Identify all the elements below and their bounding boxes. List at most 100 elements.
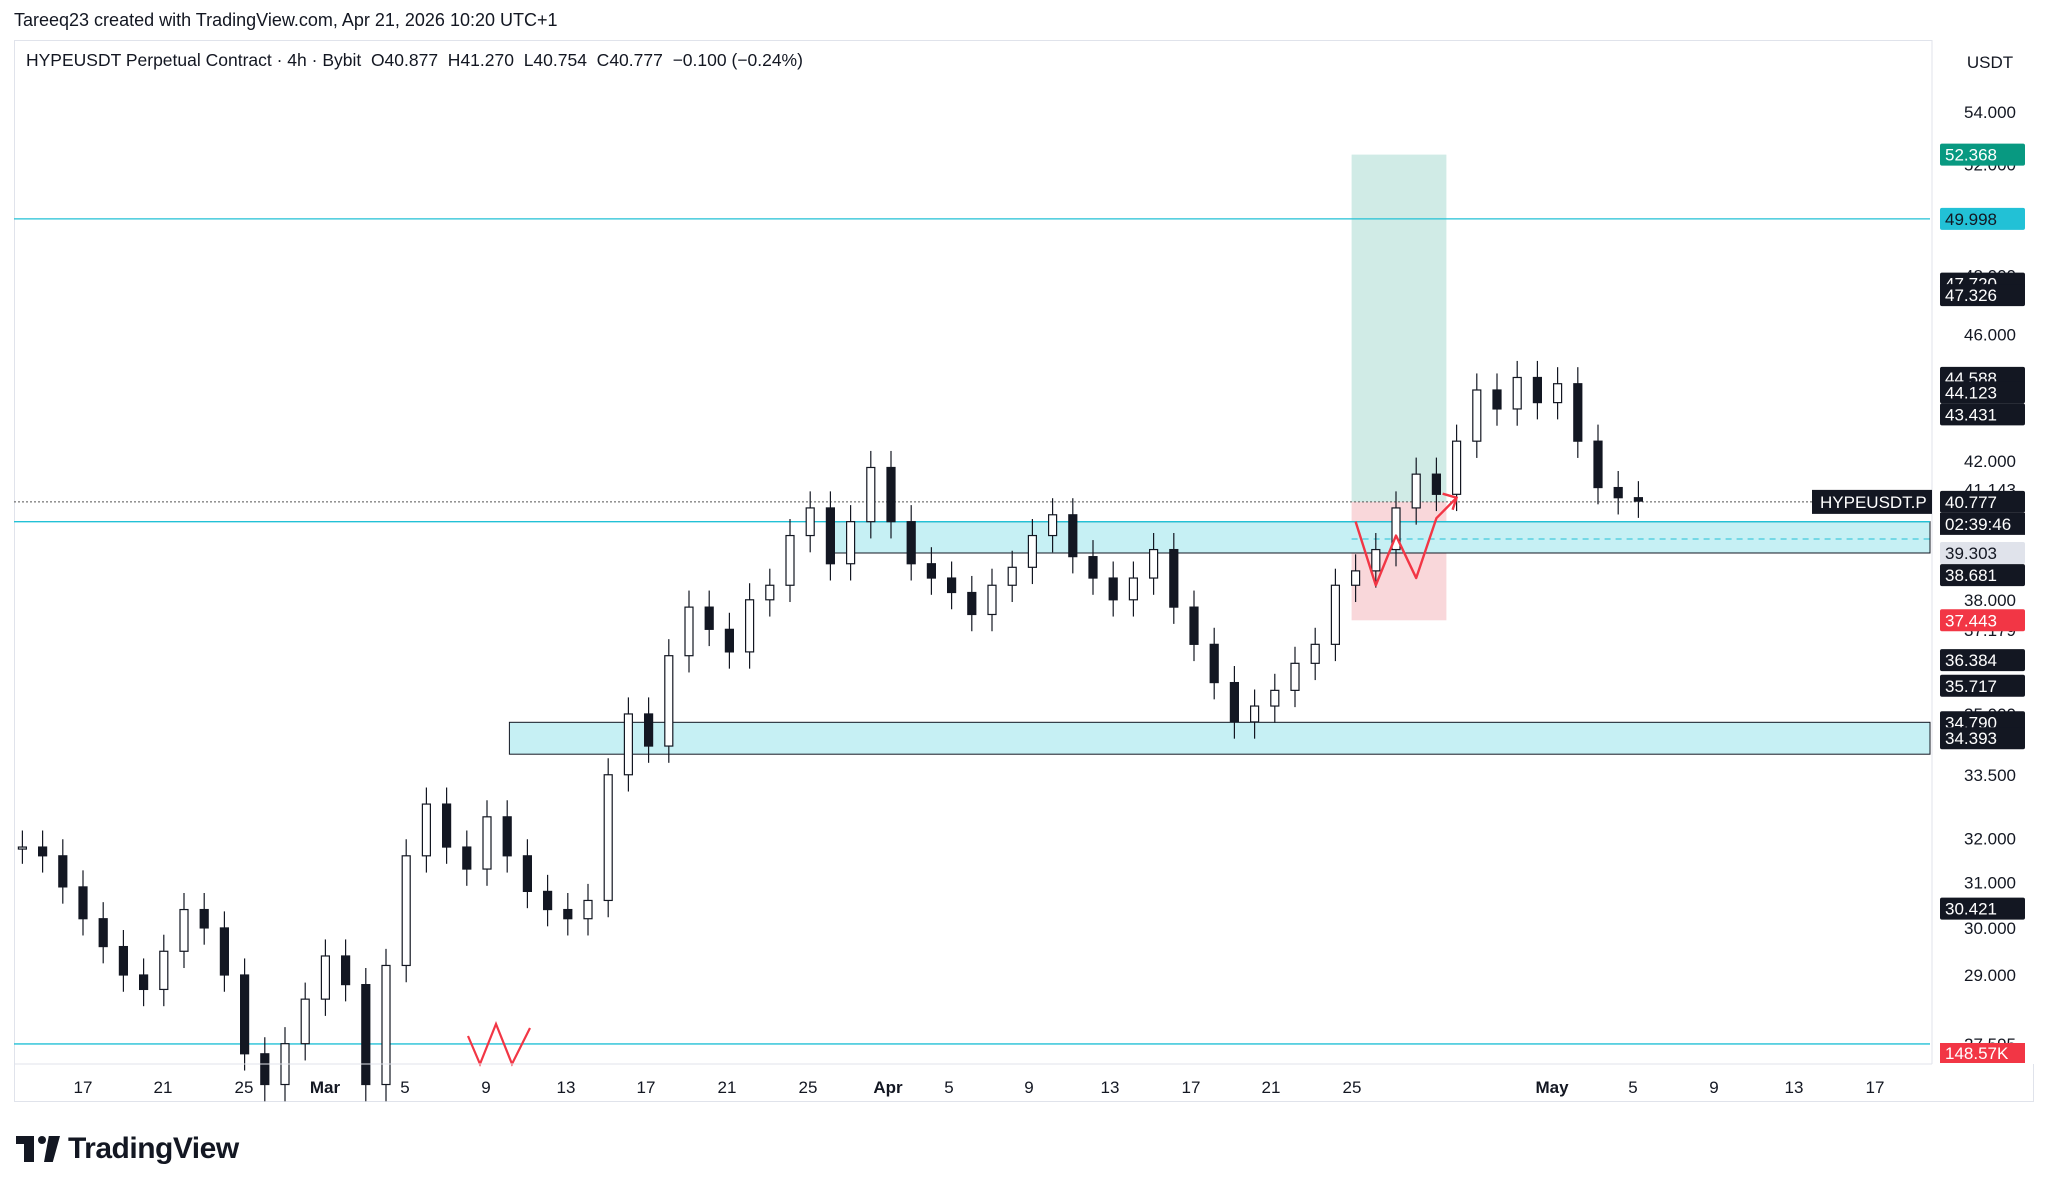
candle-body xyxy=(240,974,250,1055)
candle xyxy=(361,968,371,1102)
price-tag-label: 39.303 xyxy=(1945,544,1997,563)
candle-body xyxy=(1209,643,1219,684)
x-tick-label: 21 xyxy=(718,1078,737,1097)
x-tick-label: 9 xyxy=(1709,1078,1718,1097)
candle-body xyxy=(845,521,856,565)
symbol-tag xyxy=(1812,489,1932,514)
candle-body xyxy=(1068,514,1078,558)
y-tick-label: 42.000 xyxy=(1964,452,2016,471)
symbol-tag-label: HYPEUSDT.P xyxy=(1820,493,1927,512)
candle-body xyxy=(1249,705,1260,723)
candle-body xyxy=(1492,389,1502,410)
price-tag-label: 35.717 xyxy=(1945,677,1997,696)
candle xyxy=(462,830,472,886)
tradingview-brand[interactable]: TradingView xyxy=(16,1132,239,1166)
x-tick-label: 17 xyxy=(1866,1078,1885,1097)
candle-body xyxy=(1229,681,1240,723)
candle-body xyxy=(1169,548,1179,608)
candle xyxy=(37,830,48,873)
candle-body xyxy=(199,908,209,929)
x-tick-label: 25 xyxy=(1343,1078,1362,1097)
candle xyxy=(159,934,169,1007)
support-zone-upper[interactable] xyxy=(827,521,1931,554)
candle xyxy=(1310,627,1320,681)
candle-body xyxy=(1451,440,1462,495)
candle-body xyxy=(1391,507,1401,551)
symbol-legend: HYPEUSDT Perpetual Contract · 4h · Bybit… xyxy=(26,50,803,70)
y-tick-label: 46.000 xyxy=(1964,326,2016,345)
candle xyxy=(1128,561,1139,617)
candle-body xyxy=(1310,643,1320,664)
candle-body xyxy=(1532,376,1543,404)
x-tick-label: 21 xyxy=(1262,1078,1281,1097)
candle-body xyxy=(765,584,775,601)
candle xyxy=(522,839,533,909)
candle-body xyxy=(825,507,836,565)
candle-body xyxy=(684,606,694,657)
price-chart[interactable]: USDT54.00052.00048.00046.00044.00042.000… xyxy=(0,0,2048,1120)
candle xyxy=(744,583,755,669)
candle xyxy=(219,911,229,992)
candle xyxy=(1088,540,1098,595)
candle xyxy=(583,883,593,936)
candle xyxy=(118,930,129,992)
candle-body xyxy=(1007,566,1017,586)
candle xyxy=(542,874,553,927)
candle-body xyxy=(987,584,997,616)
candle-body xyxy=(139,974,149,991)
price-tag-label: 49.998 xyxy=(1945,210,1997,229)
y-tick-label: 29.000 xyxy=(1964,966,2016,985)
price-tag-label: 40.777 xyxy=(1945,493,1997,512)
candle-body xyxy=(1350,570,1361,586)
price-tag-dark xyxy=(1940,403,2025,426)
candle-body xyxy=(1593,440,1603,489)
candle-body xyxy=(179,908,189,952)
price-tag-label: 38.681 xyxy=(1945,566,1997,585)
candle-body xyxy=(1189,606,1199,645)
price-tag-label: 43.431 xyxy=(1945,405,1997,424)
price-tag-label: 37.443 xyxy=(1945,611,1997,630)
candle xyxy=(906,505,916,581)
volume-tag xyxy=(1940,1043,2025,1063)
candle-body xyxy=(1290,662,1300,691)
price-tag-label: 30.421 xyxy=(1945,900,1997,919)
candle xyxy=(17,830,27,864)
candle-body xyxy=(1472,389,1482,442)
price-tag-dark xyxy=(1940,649,2025,672)
candle xyxy=(240,958,250,1071)
price-tag-light xyxy=(1940,541,2025,564)
candle-body xyxy=(1270,689,1280,707)
candle xyxy=(1290,646,1300,708)
candle-body xyxy=(300,998,310,1045)
price-tag-level xyxy=(1940,207,2025,230)
currency-label[interactable]: USDT xyxy=(1967,53,2013,72)
candle xyxy=(946,561,957,610)
x-tick-label: 17 xyxy=(637,1078,656,1097)
target-zone[interactable] xyxy=(1351,154,1447,502)
candle xyxy=(502,800,512,873)
candle xyxy=(1472,373,1482,458)
projected-path[interactable] xyxy=(1354,496,1458,587)
x-tick-label: 13 xyxy=(1101,1078,1120,1097)
candle xyxy=(643,697,654,763)
candle xyxy=(421,787,431,873)
candle xyxy=(704,590,714,647)
candle-body xyxy=(664,655,674,747)
y-tick-label: 38.000 xyxy=(1964,591,2016,610)
candle xyxy=(1148,533,1159,595)
x-tick-label: 5 xyxy=(400,1078,409,1097)
x-tick-label: 17 xyxy=(74,1078,93,1097)
candle-body xyxy=(17,846,27,850)
x-tick-label: 13 xyxy=(557,1078,576,1097)
price-tag-target xyxy=(1940,143,2025,166)
candle xyxy=(341,939,351,1002)
candle-body xyxy=(381,964,391,1086)
candle-body xyxy=(421,803,431,857)
candle xyxy=(1249,689,1260,739)
price-tag-label: 52.368 xyxy=(1945,146,1997,165)
candle xyxy=(1209,627,1219,700)
w-pattern-mark[interactable] xyxy=(466,1021,531,1067)
candle xyxy=(1270,673,1280,723)
support-zone-lower[interactable] xyxy=(508,721,1931,755)
candle xyxy=(1512,360,1522,426)
